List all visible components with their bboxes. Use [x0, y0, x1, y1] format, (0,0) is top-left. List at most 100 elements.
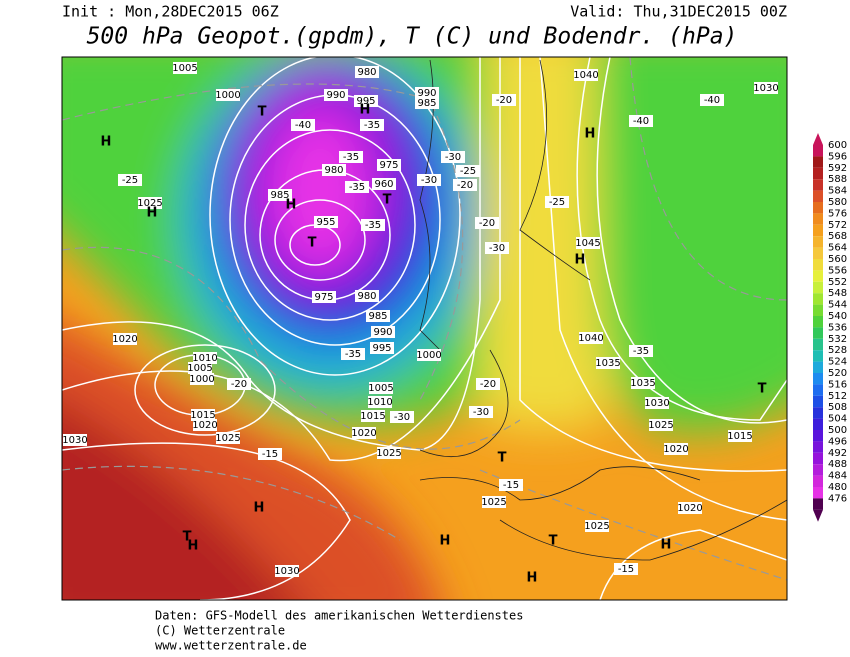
isoline-label: -15: [618, 564, 634, 575]
colorbar-label: 480: [828, 482, 847, 493]
colorbar-swatch: [813, 338, 823, 351]
map-frame: [61, 56, 788, 601]
isoline-label: -40: [704, 95, 720, 106]
colorbar-arrow-bottom: [813, 509, 823, 522]
label-box: [361, 219, 385, 231]
isoline-label: 1020: [351, 428, 376, 439]
colorbar-swatch: [813, 145, 823, 157]
label-box: [576, 237, 600, 249]
colorbar-label: 520: [828, 368, 847, 379]
colorbar-label: 504: [828, 414, 847, 425]
label-box: [190, 373, 214, 385]
colorbar-label: 552: [828, 277, 847, 288]
label-box: [417, 349, 441, 361]
colorbar-label: 528: [828, 345, 847, 356]
colorbar-label: 500: [828, 425, 847, 436]
colorbar-swatch: [813, 304, 823, 316]
isoline-label: 1020: [192, 420, 217, 431]
isoline-label: 990: [373, 327, 392, 338]
isoline-label: -35: [345, 349, 361, 360]
valid-time: Valid: Thu,31DEC2015 00Z: [570, 3, 787, 21]
isoline-label: 1015: [360, 411, 385, 422]
label-box: [355, 66, 379, 78]
colorbar-label: 484: [828, 471, 847, 482]
colorbar-swatch: [813, 395, 823, 408]
isoline-label: 990: [417, 88, 436, 99]
label-box: [441, 151, 465, 163]
colorbar-swatch: [813, 270, 823, 282]
label-box: [485, 242, 509, 254]
colorbar-swatch: [813, 350, 823, 362]
label-box: [649, 419, 673, 431]
isoline-label: 1035: [595, 358, 620, 369]
colorbar-swatch: [813, 498, 823, 510]
label-box: [291, 119, 315, 131]
label-box: [499, 479, 523, 491]
colorbar-label: 600: [828, 140, 847, 151]
isoline-label: 1025: [137, 198, 162, 209]
label-box: [193, 419, 217, 431]
label-box: [191, 409, 215, 421]
label-box: [585, 520, 609, 532]
label-box: [390, 411, 414, 423]
pressure-center: H: [440, 534, 451, 549]
label-box: [574, 69, 598, 81]
isoline-label: -35: [364, 120, 380, 131]
isoline-label: 1000: [215, 90, 240, 101]
colorbar-label: 572: [828, 220, 847, 231]
label-box: [258, 448, 282, 460]
label-box: [629, 115, 653, 127]
label-box: [354, 95, 378, 107]
label-box: [417, 174, 441, 186]
isoline-label: 1030: [62, 435, 87, 446]
isoline-label: 1030: [644, 398, 669, 409]
isoline-label: 1015: [190, 410, 215, 421]
footer-url: www.wetterzentrale.de: [155, 639, 307, 653]
isoline-label: 1030: [753, 83, 778, 94]
label-box: [377, 447, 401, 459]
colorbar-label: 588: [828, 174, 847, 185]
isoline-label: 1020: [112, 334, 137, 345]
isoline-label: 980: [357, 67, 376, 78]
colorbar-swatch: [813, 236, 823, 248]
label-box: [754, 82, 778, 94]
isoline-label: -30: [489, 243, 505, 254]
label-box: [415, 97, 439, 109]
label-box: [664, 443, 688, 455]
label-box: [173, 62, 197, 74]
isoline-label: -20: [457, 180, 473, 191]
label-box: [614, 563, 638, 575]
label-box: [579, 332, 603, 344]
label-box: [645, 397, 669, 409]
colorbar-label: 584: [828, 186, 847, 197]
label-box: [216, 432, 240, 444]
label-box: [352, 427, 376, 439]
colorbar-swatch: [813, 156, 823, 168]
isoline-label: 1040: [578, 333, 603, 344]
label-box: [275, 565, 299, 577]
colorbar-swatch: [813, 190, 823, 202]
label-box: [193, 352, 217, 364]
colorbar-swatch: [813, 281, 823, 294]
pressure-center: H: [585, 127, 596, 142]
colorbar-label: 592: [828, 163, 847, 174]
isoline-label: 985: [417, 98, 436, 109]
isoline-label: -20: [231, 379, 247, 390]
isoline-label: 1025: [376, 448, 401, 459]
label-box: [469, 406, 493, 418]
isoline-label: -15: [262, 449, 278, 460]
isoline-label: 980: [324, 165, 343, 176]
colorbar-swatch: [813, 259, 823, 271]
label-box: [355, 290, 379, 302]
isoline-label: -20: [479, 218, 495, 229]
label-box: [118, 174, 142, 186]
colorbar-swatch: [813, 213, 823, 225]
label-box: [216, 89, 240, 101]
colorbar-swatch: [813, 487, 823, 499]
isoline-label: 1010: [367, 397, 392, 408]
label-box: [700, 94, 724, 106]
isoline-label: 1025: [584, 521, 609, 532]
isoline-label: -25: [122, 175, 138, 186]
